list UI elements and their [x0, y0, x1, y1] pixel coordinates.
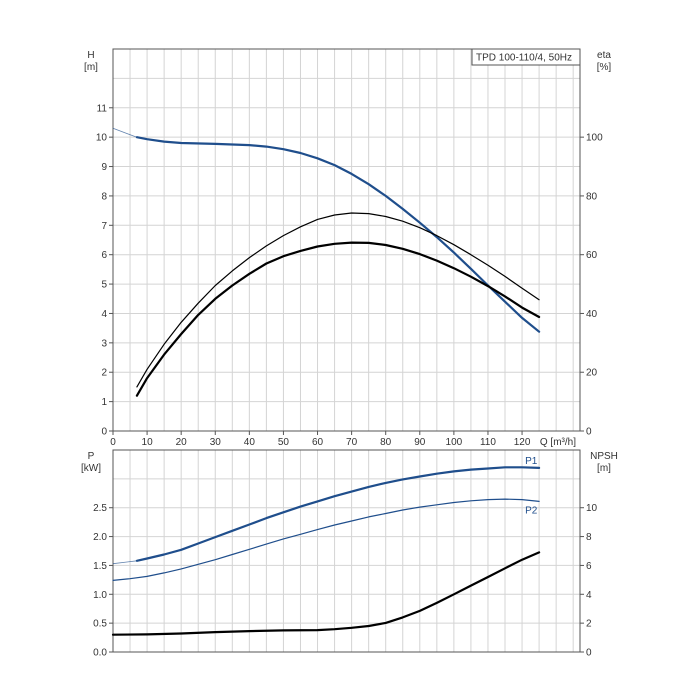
series-line-p1 — [135, 466, 541, 562]
y-right-tick-label: 2 — [586, 619, 592, 630]
y-right-tick-label: 0 — [586, 648, 592, 659]
y-left-axis-unit: [kW] — [81, 463, 101, 474]
x-tick-label: 120 — [514, 437, 531, 448]
y-left-tick-label: 0 — [101, 427, 107, 438]
y-left-tick-label: 0.5 — [93, 619, 107, 630]
series-line-0-2 — [136, 212, 540, 388]
curve-label-text: TPD 100-110/4, 50Hz — [476, 53, 572, 64]
y-left-tick-label: 1 — [101, 397, 107, 408]
x-tick-label: 100 — [446, 437, 463, 448]
x-tick-label: 40 — [244, 437, 256, 448]
y-right-tick-label: 10 — [586, 503, 598, 514]
y-right-tick-label: 20 — [586, 368, 598, 379]
y-left-tick-label: 7 — [101, 221, 107, 232]
y-left-tick-label: 1.5 — [93, 561, 107, 572]
y-right-axis-name: NPSH — [590, 451, 618, 462]
y-left-tick-label: 2 — [101, 368, 107, 379]
y-left-tick-label: 8 — [101, 191, 107, 202]
y-right-tick-label: 4 — [586, 590, 592, 601]
y-left-tick-label: 0.0 — [93, 648, 107, 659]
y-right-axis-unit: [%] — [597, 62, 612, 73]
y-left-tick-label: 1.0 — [93, 590, 107, 601]
x-tick-label: 20 — [176, 437, 188, 448]
y-left-tick-label: 9 — [101, 162, 107, 173]
y-right-tick-label: 6 — [586, 561, 592, 572]
y-left-tick-label: 2.5 — [93, 503, 107, 514]
y-right-tick-label: 0 — [586, 427, 592, 438]
y-right-tick-label: 60 — [586, 250, 598, 261]
y-right-tick-label: 80 — [586, 191, 598, 202]
series-label-p2: P2 — [525, 505, 538, 516]
x-tick-label: 70 — [346, 437, 358, 448]
x-tick-label: 110 — [480, 437, 496, 448]
y-right-tick-label: 8 — [586, 532, 592, 543]
plot-frame — [112, 449, 581, 653]
series-line-0-1 — [135, 241, 541, 397]
series-line-p2 — [112, 498, 540, 582]
y-right-tick-label: 40 — [586, 309, 598, 320]
y-right-axis-unit: [m] — [597, 463, 611, 474]
y-left-tick-label: 10 — [96, 133, 108, 144]
x-axis-label: Q [m³/h] — [540, 437, 576, 448]
x-tick-label: 60 — [312, 437, 324, 448]
y-left-axis-name: P — [88, 451, 95, 462]
power-npsh-panel: 0.0 0.5 1.0 1.5 2.0 2.5 0 2 4 6 8 10 P[kW] NPSH[m] P1 P… — [81, 449, 618, 659]
y-left-tick-label: 11 — [97, 103, 108, 114]
y-left-tick-label: 5 — [101, 280, 107, 291]
x-tick-label: 90 — [414, 437, 426, 448]
x-tick-label: 0 — [110, 437, 116, 448]
y-left-tick-label: 6 — [101, 250, 107, 261]
x-tick-label: 10 — [142, 437, 154, 448]
y-left-axis-name: H — [87, 50, 94, 61]
x-tick-label: 80 — [380, 437, 392, 448]
y-right-axis-name: eta — [597, 50, 611, 61]
curve-label-box — [471, 48, 581, 66]
x-tick-label: 50 — [278, 437, 290, 448]
series-extension-line — [112, 127, 138, 138]
y-left-tick-label: 3 — [101, 338, 107, 349]
x-tick-label: 30 — [210, 437, 222, 448]
series-line-0-0 — [135, 136, 541, 333]
series-extension-line — [112, 560, 137, 565]
plot-frame — [112, 48, 581, 432]
y-left-tick-label: 4 — [101, 309, 107, 320]
y-right-tick-label: 100 — [586, 133, 603, 144]
series-line-1-2 — [111, 551, 541, 636]
y-left-axis-unit: [m] — [84, 62, 98, 73]
series-label-p1: P1 — [525, 456, 538, 467]
y-left-tick-label: 2.0 — [93, 532, 107, 543]
